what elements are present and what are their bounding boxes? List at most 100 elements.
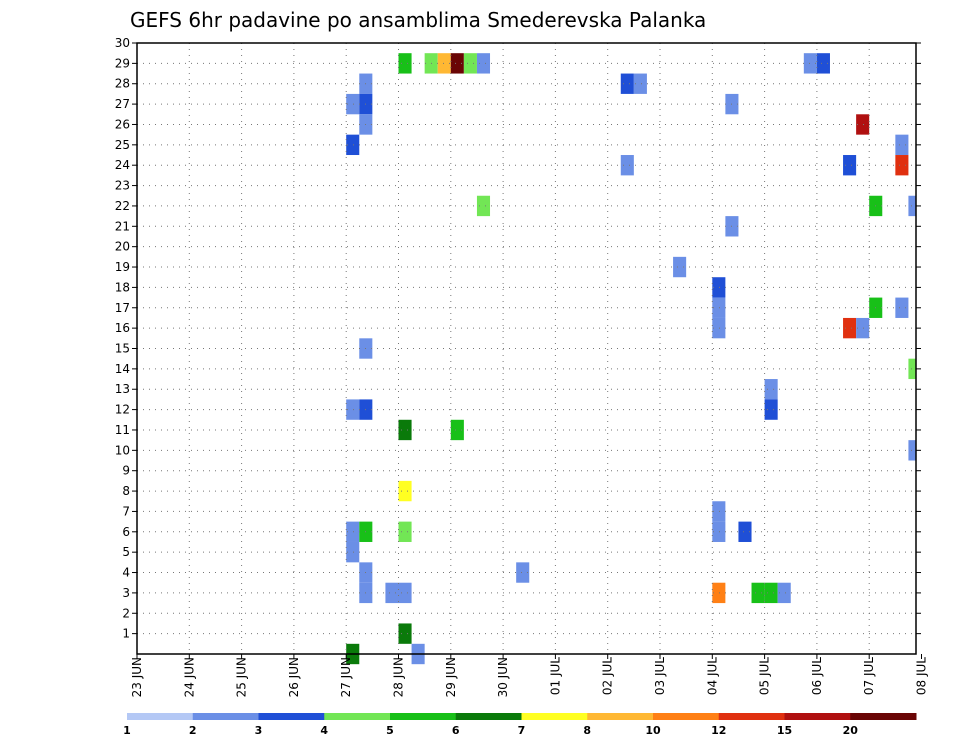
precip-cell: [764, 582, 778, 604]
y-tick-label: 16: [115, 321, 130, 335]
precip-cell: [516, 562, 530, 583]
precip-cell: [895, 155, 909, 176]
precip-cell: [476, 53, 491, 74]
precip-cell: [908, 440, 916, 461]
precip-cell: [463, 53, 477, 74]
x-tick-label: 06 JUL: [810, 657, 824, 695]
precip-cell: [816, 53, 830, 74]
precip-cell: [385, 582, 399, 604]
colorbar-segment: [521, 713, 588, 720]
x-tick-label: 08 JUL: [915, 657, 929, 695]
precip-cell: [712, 277, 726, 298]
colorbar-label: 12: [711, 724, 726, 737]
y-tick-label: 26: [115, 117, 130, 131]
precip-cell: [764, 379, 778, 400]
y-tick-label: 28: [115, 77, 130, 91]
x-tick-label: 01 JUL: [548, 657, 562, 695]
y-tick-label: 19: [115, 260, 130, 274]
precip-cell: [398, 480, 412, 502]
y-tick-label: 8: [122, 484, 130, 498]
precip-cell: [450, 53, 464, 74]
colorbar-label: 20: [843, 724, 859, 737]
y-tick-label: 27: [115, 97, 130, 111]
y-tick-label: 6: [122, 525, 130, 539]
precip-cell: [712, 521, 726, 542]
y-tick-label: 1: [122, 627, 130, 641]
y-tick-label: 2: [122, 606, 130, 620]
colorbar-segment: [127, 713, 194, 720]
y-tick-label: 5: [122, 545, 130, 559]
y-tick-label: 3: [122, 586, 130, 600]
x-axis: 23 JUN 24 JUN 25 JUN 26 JUN 27 JUN 28 JUN 29 J…: [130, 654, 929, 697]
precip-cell: [346, 93, 360, 115]
colorbar-label: 4: [320, 724, 328, 737]
y-tick-label: 12: [115, 403, 130, 417]
precip-cell: [908, 358, 916, 380]
precip-cell: [437, 53, 451, 74]
colorbar-label: 10: [645, 724, 661, 737]
colorbar-segment: [850, 713, 917, 720]
colorbar-label: 5: [386, 724, 394, 737]
precip-cell: [764, 399, 778, 420]
colorbar-segment: [455, 713, 522, 720]
colorbar-segment: [258, 713, 325, 720]
y-tick-label: 7: [122, 504, 130, 518]
precip-cell: [673, 256, 687, 278]
x-tick-label: 30 JUN: [496, 657, 510, 697]
colorbar-segment: [390, 713, 457, 720]
colorbar-segment: [653, 713, 720, 720]
precip-cell: [712, 317, 726, 339]
colorbar-segment: [718, 713, 785, 720]
y-tick-label: 23: [115, 179, 130, 193]
y-tick-label: 14: [115, 362, 130, 376]
colorbar-label: 1: [123, 724, 131, 737]
x-tick-label: 05 JUL: [758, 657, 772, 695]
x-tick-label: 27 JUN: [339, 657, 353, 697]
precip-cell: [777, 582, 791, 604]
precip-cell: [620, 155, 634, 176]
chart-title: GEFS 6hr padavine po ansamblima Smederev…: [130, 8, 706, 32]
x-tick-label: 28 JUN: [392, 657, 406, 697]
precip-cell: [843, 317, 857, 339]
precip-cell: [476, 195, 491, 217]
precip-cell: [895, 134, 909, 156]
y-tick-label: 24: [115, 158, 130, 172]
y-tick-label: 18: [115, 280, 130, 294]
y-tick-label: 4: [122, 566, 130, 580]
y-tick-label: 10: [115, 443, 130, 457]
y-tick-label: 25: [115, 138, 130, 152]
colorbar-label: 15: [777, 724, 792, 737]
colorbar-label: 3: [255, 724, 263, 737]
precip-cell: [398, 623, 412, 644]
precip-cell: [712, 501, 726, 522]
y-tick-label: 17: [115, 301, 130, 315]
colorbar-label: 6: [452, 724, 460, 737]
y-tick-label: 30: [115, 36, 130, 50]
precip-cell: [843, 155, 857, 176]
colorbar-segment: [324, 713, 391, 720]
x-tick-label: 24 JUN: [182, 657, 196, 697]
x-tick-label: 26 JUN: [287, 657, 301, 697]
colorbar-segment: [192, 713, 259, 720]
x-tick-label: 07 JUL: [862, 657, 876, 695]
y-tick-label: 11: [115, 423, 130, 437]
x-tick-label: 23 JUN: [130, 657, 144, 697]
precip-cell: [895, 297, 909, 318]
colorbar-label: 8: [583, 724, 591, 737]
precip-cell: [398, 521, 412, 542]
precip-cell: [398, 582, 412, 604]
colorbar-label: 7: [518, 724, 526, 737]
y-tick-label: 29: [115, 56, 130, 70]
y-tick-label: 20: [115, 240, 130, 254]
x-tick-label: 29 JUN: [444, 657, 458, 697]
precip-cell: [398, 419, 412, 441]
precip-cell: [346, 541, 360, 563]
colorbar-label: 2: [189, 724, 197, 737]
precip-cell: [620, 73, 634, 94]
precip-cell: [738, 521, 752, 542]
x-tick-label: 02 JUL: [601, 657, 615, 695]
precip-cell: [803, 53, 817, 74]
precip-cell: [712, 297, 726, 318]
y-tick-label: 9: [122, 464, 130, 478]
